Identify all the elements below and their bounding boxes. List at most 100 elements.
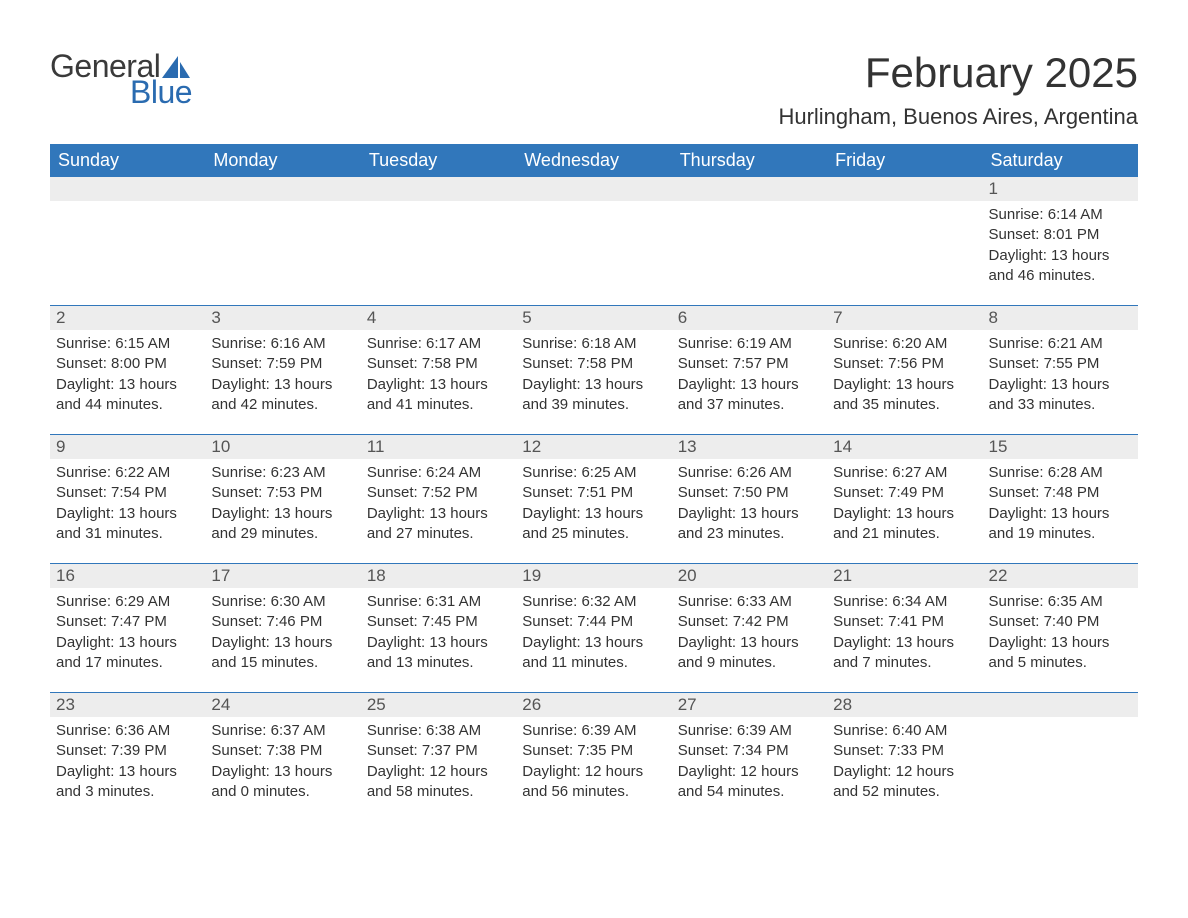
day-cell: 20Sunrise: 6:33 AMSunset: 7:42 PMDayligh… — [672, 564, 827, 692]
sunrise-text: Sunrise: 6:18 AM — [522, 334, 665, 354]
sunset-text: Sunset: 7:58 PM — [522, 354, 665, 374]
daylight-text: Daylight: 13 hours and 42 minutes. — [211, 375, 354, 416]
day-cell: 5 Sunrise: 6:18 AMSunset: 7:58 PMDaylight… — [516, 306, 671, 434]
day-body: Sunrise: 6:40 AMSunset: 7:33 PMDaylight:… — [827, 717, 982, 808]
day-cell: 26Sunrise: 6:39 AMSunset: 7:35 PMDayligh… — [516, 693, 671, 821]
daylight-text: Daylight: 13 hours and 19 minutes. — [989, 504, 1132, 545]
sunrise-text: Sunrise: 6:27 AM — [833, 463, 976, 483]
daylight-text: Daylight: 13 hours and 23 minutes. — [678, 504, 821, 545]
day-body: Sunrise: 6:14 AMSunset: 8:01 PMDaylight:… — [983, 201, 1138, 292]
daylight-text: Daylight: 13 hours and 0 minutes. — [211, 762, 354, 803]
day-number: 22 — [983, 564, 1138, 588]
daylight-text: Daylight: 12 hours and 58 minutes. — [367, 762, 510, 803]
sunrise-text: Sunrise: 6:32 AM — [522, 592, 665, 612]
daylight-text: Daylight: 13 hours and 31 minutes. — [56, 504, 199, 545]
daylight-text: Daylight: 13 hours and 35 minutes. — [833, 375, 976, 416]
day-cell: 19Sunrise: 6:32 AMSunset: 7:44 PMDayligh… — [516, 564, 671, 692]
daylight-text: Daylight: 13 hours and 11 minutes. — [522, 633, 665, 674]
day-cell: 22Sunrise: 6:35 AMSunset: 7:40 PMDayligh… — [983, 564, 1138, 692]
daylight-text: Daylight: 13 hours and 41 minutes. — [367, 375, 510, 416]
sunrise-text: Sunrise: 6:15 AM — [56, 334, 199, 354]
day-number — [827, 177, 982, 201]
daylight-text: Daylight: 13 hours and 15 minutes. — [211, 633, 354, 674]
day-body: Sunrise: 6:30 AMSunset: 7:46 PMDaylight:… — [205, 588, 360, 679]
sunrise-text: Sunrise: 6:40 AM — [833, 721, 976, 741]
sunset-text: Sunset: 7:51 PM — [522, 483, 665, 503]
day-body: Sunrise: 6:19 AMSunset: 7:57 PMDaylight:… — [672, 330, 827, 421]
day-cell — [827, 177, 982, 305]
daylight-text: Daylight: 13 hours and 5 minutes. — [989, 633, 1132, 674]
day-body: Sunrise: 6:17 AMSunset: 7:58 PMDaylight:… — [361, 330, 516, 421]
sunset-text: Sunset: 7:56 PM — [833, 354, 976, 374]
day-cell: 21Sunrise: 6:34 AMSunset: 7:41 PMDayligh… — [827, 564, 982, 692]
header: General Blue February 2025 Hurlingham, B… — [50, 50, 1138, 130]
day-number: 4 — [361, 306, 516, 330]
day-number: 11 — [361, 435, 516, 459]
daylight-text: Daylight: 13 hours and 39 minutes. — [522, 375, 665, 416]
sunset-text: Sunset: 7:55 PM — [989, 354, 1132, 374]
day-number — [516, 177, 671, 201]
sunset-text: Sunset: 7:49 PM — [833, 483, 976, 503]
day-cell: 25Sunrise: 6:38 AMSunset: 7:37 PMDayligh… — [361, 693, 516, 821]
day-number: 1 — [983, 177, 1138, 201]
day-body: Sunrise: 6:22 AMSunset: 7:54 PMDaylight:… — [50, 459, 205, 550]
sunrise-text: Sunrise: 6:21 AM — [989, 334, 1132, 354]
day-number: 28 — [827, 693, 982, 717]
day-body: Sunrise: 6:39 AMSunset: 7:35 PMDaylight:… — [516, 717, 671, 808]
sunrise-text: Sunrise: 6:29 AM — [56, 592, 199, 612]
sunrise-text: Sunrise: 6:20 AM — [833, 334, 976, 354]
daylight-text: Daylight: 13 hours and 29 minutes. — [211, 504, 354, 545]
day-body: Sunrise: 6:31 AMSunset: 7:45 PMDaylight:… — [361, 588, 516, 679]
sunset-text: Sunset: 7:40 PM — [989, 612, 1132, 632]
day-body: Sunrise: 6:15 AMSunset: 8:00 PMDaylight:… — [50, 330, 205, 421]
day-cell: 3Sunrise: 6:16 AMSunset: 7:59 PMDaylight… — [205, 306, 360, 434]
daylight-text: Daylight: 13 hours and 27 minutes. — [367, 504, 510, 545]
day-body: Sunrise: 6:21 AMSunset: 7:55 PMDaylight:… — [983, 330, 1138, 421]
day-body: Sunrise: 6:32 AMSunset: 7:44 PMDaylight:… — [516, 588, 671, 679]
sunrise-text: Sunrise: 6:30 AM — [211, 592, 354, 612]
day-number: 6 — [672, 306, 827, 330]
weekday-header: Monday — [205, 144, 360, 177]
title-block: February 2025 Hurlingham, Buenos Aires, … — [778, 50, 1138, 130]
weekday-header: Wednesday — [516, 144, 671, 177]
day-cell: 17Sunrise: 6:30 AMSunset: 7:46 PMDayligh… — [205, 564, 360, 692]
day-number — [672, 177, 827, 201]
sunrise-text: Sunrise: 6:24 AM — [367, 463, 510, 483]
week-row: 9Sunrise: 6:22 AMSunset: 7:54 PMDaylight… — [50, 434, 1138, 563]
sunrise-text: Sunrise: 6:16 AM — [211, 334, 354, 354]
day-number: 3 — [205, 306, 360, 330]
day-body: Sunrise: 6:39 AMSunset: 7:34 PMDaylight:… — [672, 717, 827, 808]
day-number: 19 — [516, 564, 671, 588]
weekday-header: Sunday — [50, 144, 205, 177]
day-body: Sunrise: 6:23 AMSunset: 7:53 PMDaylight:… — [205, 459, 360, 550]
day-number: 7 — [827, 306, 982, 330]
month-title: February 2025 — [778, 50, 1138, 96]
sunset-text: Sunset: 7:38 PM — [211, 741, 354, 761]
week-row: 1Sunrise: 6:14 AMSunset: 8:01 PMDaylight… — [50, 177, 1138, 305]
day-cell: 10Sunrise: 6:23 AMSunset: 7:53 PMDayligh… — [205, 435, 360, 563]
day-number: 5 — [516, 306, 671, 330]
day-cell: 28Sunrise: 6:40 AMSunset: 7:33 PMDayligh… — [827, 693, 982, 821]
day-cell: 15Sunrise: 6:28 AMSunset: 7:48 PMDayligh… — [983, 435, 1138, 563]
week-row: 16Sunrise: 6:29 AMSunset: 7:47 PMDayligh… — [50, 563, 1138, 692]
calendar-grid: Sunday Monday Tuesday Wednesday Thursday… — [50, 144, 1138, 821]
sunset-text: Sunset: 7:52 PM — [367, 483, 510, 503]
daylight-text: Daylight: 13 hours and 21 minutes. — [833, 504, 976, 545]
day-cell: 13Sunrise: 6:26 AMSunset: 7:50 PMDayligh… — [672, 435, 827, 563]
day-number: 17 — [205, 564, 360, 588]
daylight-text: Daylight: 13 hours and 37 minutes. — [678, 375, 821, 416]
logo-word-blue: Blue — [130, 76, 192, 108]
day-body: Sunrise: 6:20 AMSunset: 7:56 PMDaylight:… — [827, 330, 982, 421]
day-cell: 9Sunrise: 6:22 AMSunset: 7:54 PMDaylight… — [50, 435, 205, 563]
day-body: Sunrise: 6:33 AMSunset: 7:42 PMDaylight:… — [672, 588, 827, 679]
weekday-header-row: Sunday Monday Tuesday Wednesday Thursday… — [50, 144, 1138, 177]
sunrise-text: Sunrise: 6:39 AM — [522, 721, 665, 741]
weekday-header: Saturday — [983, 144, 1138, 177]
day-number: 8 — [983, 306, 1138, 330]
sunrise-text: Sunrise: 6:31 AM — [367, 592, 510, 612]
sunset-text: Sunset: 7:53 PM — [211, 483, 354, 503]
day-cell: 24Sunrise: 6:37 AMSunset: 7:38 PMDayligh… — [205, 693, 360, 821]
daylight-text: Daylight: 13 hours and 9 minutes. — [678, 633, 821, 674]
sunset-text: Sunset: 7:34 PM — [678, 741, 821, 761]
sunrise-text: Sunrise: 6:38 AM — [367, 721, 510, 741]
